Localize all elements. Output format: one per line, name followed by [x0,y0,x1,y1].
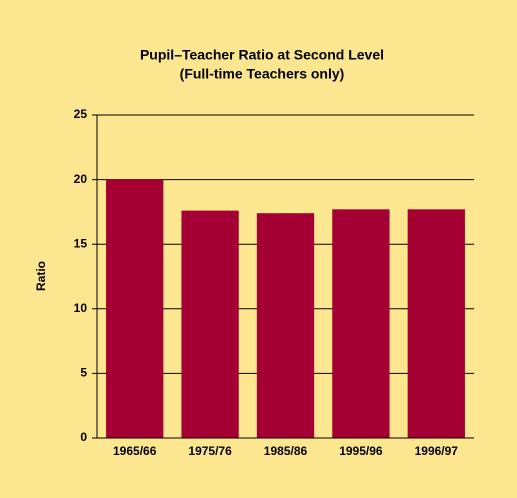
x-tick-label: 1996/97 [415,444,459,458]
bar [256,213,315,438]
y-tick-label: 0 [80,430,87,444]
x-tick-label: 1965/66 [113,444,157,458]
bar [106,179,164,438]
chart-subtitle: (Full-time Teachers only) [180,66,345,82]
x-tick-label: 1985/86 [264,444,308,458]
bar [181,210,239,438]
y-tick-label: 15 [74,236,88,250]
bar [407,209,465,438]
y-axis-label: Ratio [34,261,48,291]
chart-title: Pupil–Teacher Ratio at Second Level [140,47,384,63]
y-tick-label: 25 [74,107,88,121]
bar [332,209,390,438]
y-tick-label: 5 [80,366,87,380]
x-tick-label: 1975/76 [188,444,232,458]
y-tick-label: 10 [74,301,88,315]
y-tick-label: 20 [74,172,88,186]
x-tick-label: 1995/96 [339,444,383,458]
